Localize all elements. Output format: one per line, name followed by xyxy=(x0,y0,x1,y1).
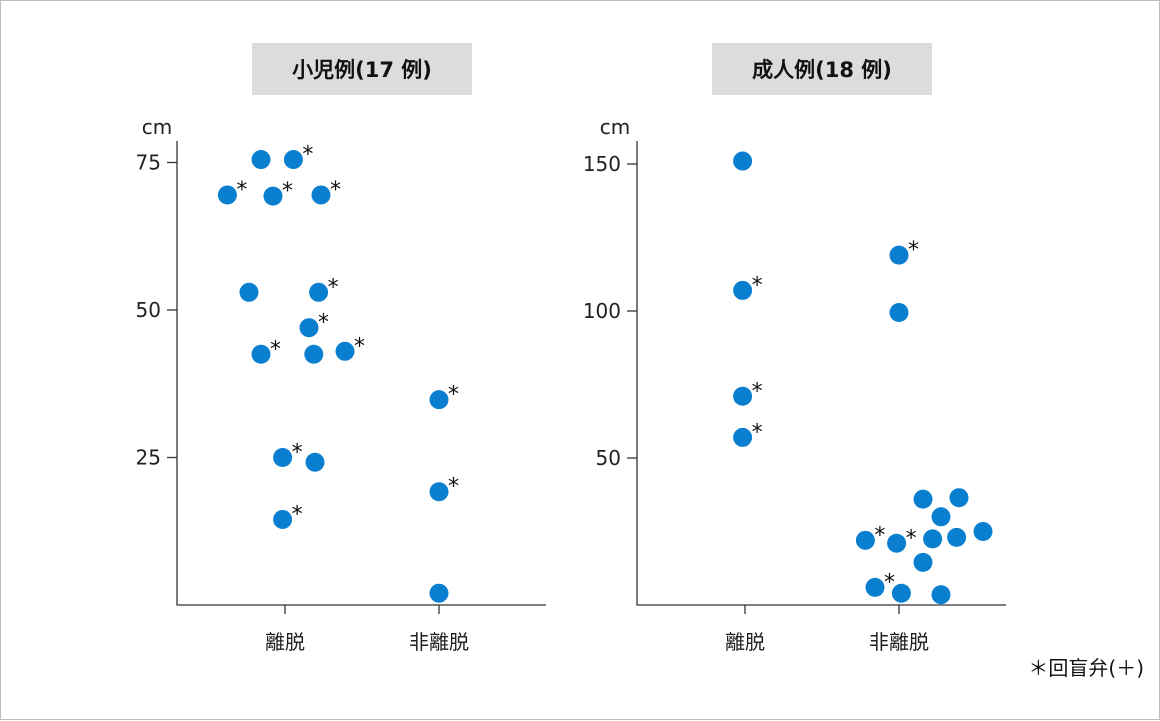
y-tick-label: 100 xyxy=(583,299,621,323)
panel-title: 成人例(18 例) xyxy=(752,58,892,82)
x-category-label: 非離脱 xyxy=(869,630,929,654)
x-category-label: 離脱 xyxy=(265,630,305,654)
ileocecal-valve-marker: * xyxy=(292,502,303,527)
ileocecal-valve-marker: * xyxy=(448,475,459,500)
y-tick-label: 75 xyxy=(136,151,161,175)
data-point xyxy=(733,386,753,406)
ileocecal-valve-marker: * xyxy=(282,179,293,204)
ileocecal-valve-marker: * xyxy=(302,143,313,168)
data-point xyxy=(887,533,907,553)
y-tick-label: 150 xyxy=(583,152,621,176)
ileocecal-valve-marker: * xyxy=(752,273,763,298)
data-point xyxy=(429,583,449,603)
data-point xyxy=(947,527,967,547)
ileocecal-valve-marker: * xyxy=(448,383,459,408)
x-category-label: 非離脱 xyxy=(409,630,469,654)
data-point xyxy=(305,452,325,472)
data-point xyxy=(931,507,951,527)
data-point xyxy=(429,482,449,502)
ileocecal-valve-marker: * xyxy=(236,178,247,203)
data-point xyxy=(973,522,993,541)
data-point xyxy=(891,583,911,603)
data-point xyxy=(913,552,933,572)
chart-panel-children: 小児例(17 例) cm 25 50 75 離脱 非離脱 * * * * * * * * * * * * xyxy=(136,43,546,654)
data-point xyxy=(273,448,293,467)
ileocecal-valve-marker: * xyxy=(354,334,365,359)
y-tick-label: 50 xyxy=(596,446,621,470)
data-point xyxy=(855,530,875,550)
axis-lines xyxy=(636,141,1006,606)
panel-title-box xyxy=(712,43,932,95)
data-point xyxy=(217,185,237,205)
data-point xyxy=(239,282,259,302)
ileocecal-valve-marker: * xyxy=(292,441,303,466)
data-point xyxy=(251,344,271,364)
data-point xyxy=(304,344,324,364)
data-point xyxy=(311,185,331,205)
ileocecal-valve-marker: * xyxy=(270,337,281,362)
ileocecal-valve-marker: * xyxy=(908,238,919,263)
data-point xyxy=(429,390,449,410)
data-point xyxy=(335,341,355,361)
panel-title-box xyxy=(252,43,472,95)
data-point xyxy=(889,302,909,322)
data-point xyxy=(733,427,753,447)
ileocecal-valve-marker: * xyxy=(330,178,341,203)
data-point xyxy=(283,150,303,170)
ileocecal-valve-marker: * xyxy=(884,570,895,595)
ileocecal-valve-marker: * xyxy=(318,311,329,336)
ileocecal-valve-marker: * xyxy=(328,275,339,300)
ileocecal-valve-marker: * xyxy=(752,379,763,404)
x-category-label: 離脱 xyxy=(725,630,765,654)
data-point xyxy=(273,509,293,529)
data-point xyxy=(913,489,933,509)
data-point xyxy=(931,585,951,605)
data-point xyxy=(263,186,283,206)
data-point xyxy=(733,280,753,300)
data-point xyxy=(309,282,329,302)
data-point xyxy=(299,318,319,338)
ileocecal-valve-marker: * xyxy=(752,420,763,445)
y-tick-label: 50 xyxy=(136,298,161,322)
ileocecal-valve-marker: * xyxy=(906,526,917,551)
data-point xyxy=(923,529,943,549)
ileocecal-valve-marker: * xyxy=(874,523,885,548)
data-point xyxy=(865,577,885,597)
y-axis-unit: cm xyxy=(142,115,172,139)
y-tick-label: 25 xyxy=(136,446,161,470)
axis-lines xyxy=(176,141,546,606)
footnote: ＊回盲弁(＋) xyxy=(1028,656,1144,680)
data-point xyxy=(251,150,271,170)
data-point xyxy=(949,488,969,508)
y-axis-unit: cm xyxy=(600,115,630,139)
data-point xyxy=(889,245,909,265)
data-point xyxy=(733,151,753,171)
panel-title: 小児例(17 例) xyxy=(292,58,432,82)
chart-panel-adults: 成人例(18 例) cm 50 100 150 離脱 非離脱 * * * * * * * xyxy=(583,43,1006,654)
